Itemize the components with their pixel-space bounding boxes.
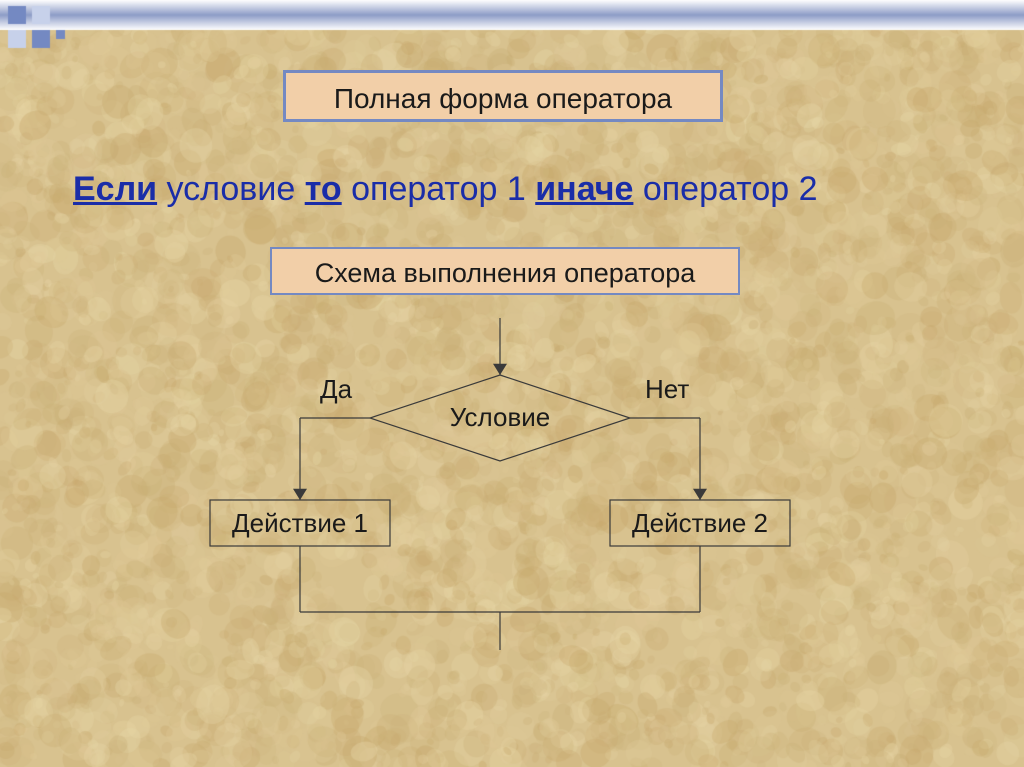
action-left-label: Действие 1 (232, 508, 368, 538)
syntax-part: оператор 2 (633, 170, 817, 208)
subtitle-text: Схема выполнения оператора (315, 258, 696, 288)
slide: Полная форма оператора Если условие то о… (0, 0, 1024, 767)
syntax-part: то (305, 170, 342, 208)
action-right-label: Действие 2 (632, 508, 768, 538)
syntax-part: оператор 1 (342, 170, 536, 208)
syntax-part: условие (157, 170, 305, 208)
diamond-label: Условие (430, 402, 570, 433)
syntax-line: Если условие то оператор 1 иначе операто… (73, 170, 818, 209)
subtitle-box: Схема выполнения оператора (270, 247, 740, 295)
title-text: Полная форма оператора (334, 83, 672, 114)
branch-no-label: Нет (645, 374, 689, 405)
title-box: Полная форма оператора (283, 70, 723, 122)
action-left-box: Действие 1 (210, 500, 390, 546)
action-right-box: Действие 2 (610, 500, 790, 546)
syntax-part: Если (73, 170, 157, 208)
branch-yes-label: Да (320, 374, 352, 405)
syntax-part: иначе (535, 170, 633, 208)
